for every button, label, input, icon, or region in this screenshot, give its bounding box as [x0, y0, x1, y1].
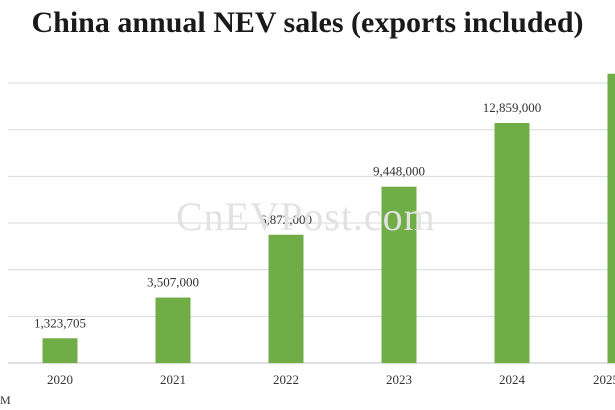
- data-label: 6,872,000: [260, 212, 312, 227]
- x-tick-label: 2020: [47, 372, 73, 387]
- data-label: 1,323,705: [34, 315, 86, 330]
- chart-title: China annual NEV sales (exports included…: [31, 6, 584, 39]
- bar-2025-g: [607, 73, 615, 363]
- x-tick-label: 2021: [160, 372, 186, 387]
- x-tick-labels: 2020 2021 2022 2023 2024 2025 G: [47, 372, 615, 387]
- bar-2022: [268, 234, 304, 363]
- bar-2021: [155, 297, 191, 363]
- source-note: M: [0, 393, 11, 407]
- data-label: 12,859,000: [483, 100, 542, 115]
- watermark: CnEVPost.com: [176, 194, 436, 239]
- x-tick-label: 2022: [273, 372, 299, 387]
- x-tick-label: 2023: [386, 372, 412, 387]
- x-tick-label: 2024: [499, 372, 526, 387]
- data-label: 9,448,000: [373, 164, 425, 179]
- x-tick-label: 2025 G: [593, 372, 615, 387]
- bars: [42, 73, 615, 364]
- bar-2024: [494, 123, 530, 364]
- data-labels: 1,323,705 3,507,000 6,872,000 9,448,000 12,8…: [34, 100, 541, 330]
- bar-2020: [42, 338, 78, 363]
- bar-2023: [381, 186, 417, 363]
- data-label: 3,507,000: [147, 275, 199, 290]
